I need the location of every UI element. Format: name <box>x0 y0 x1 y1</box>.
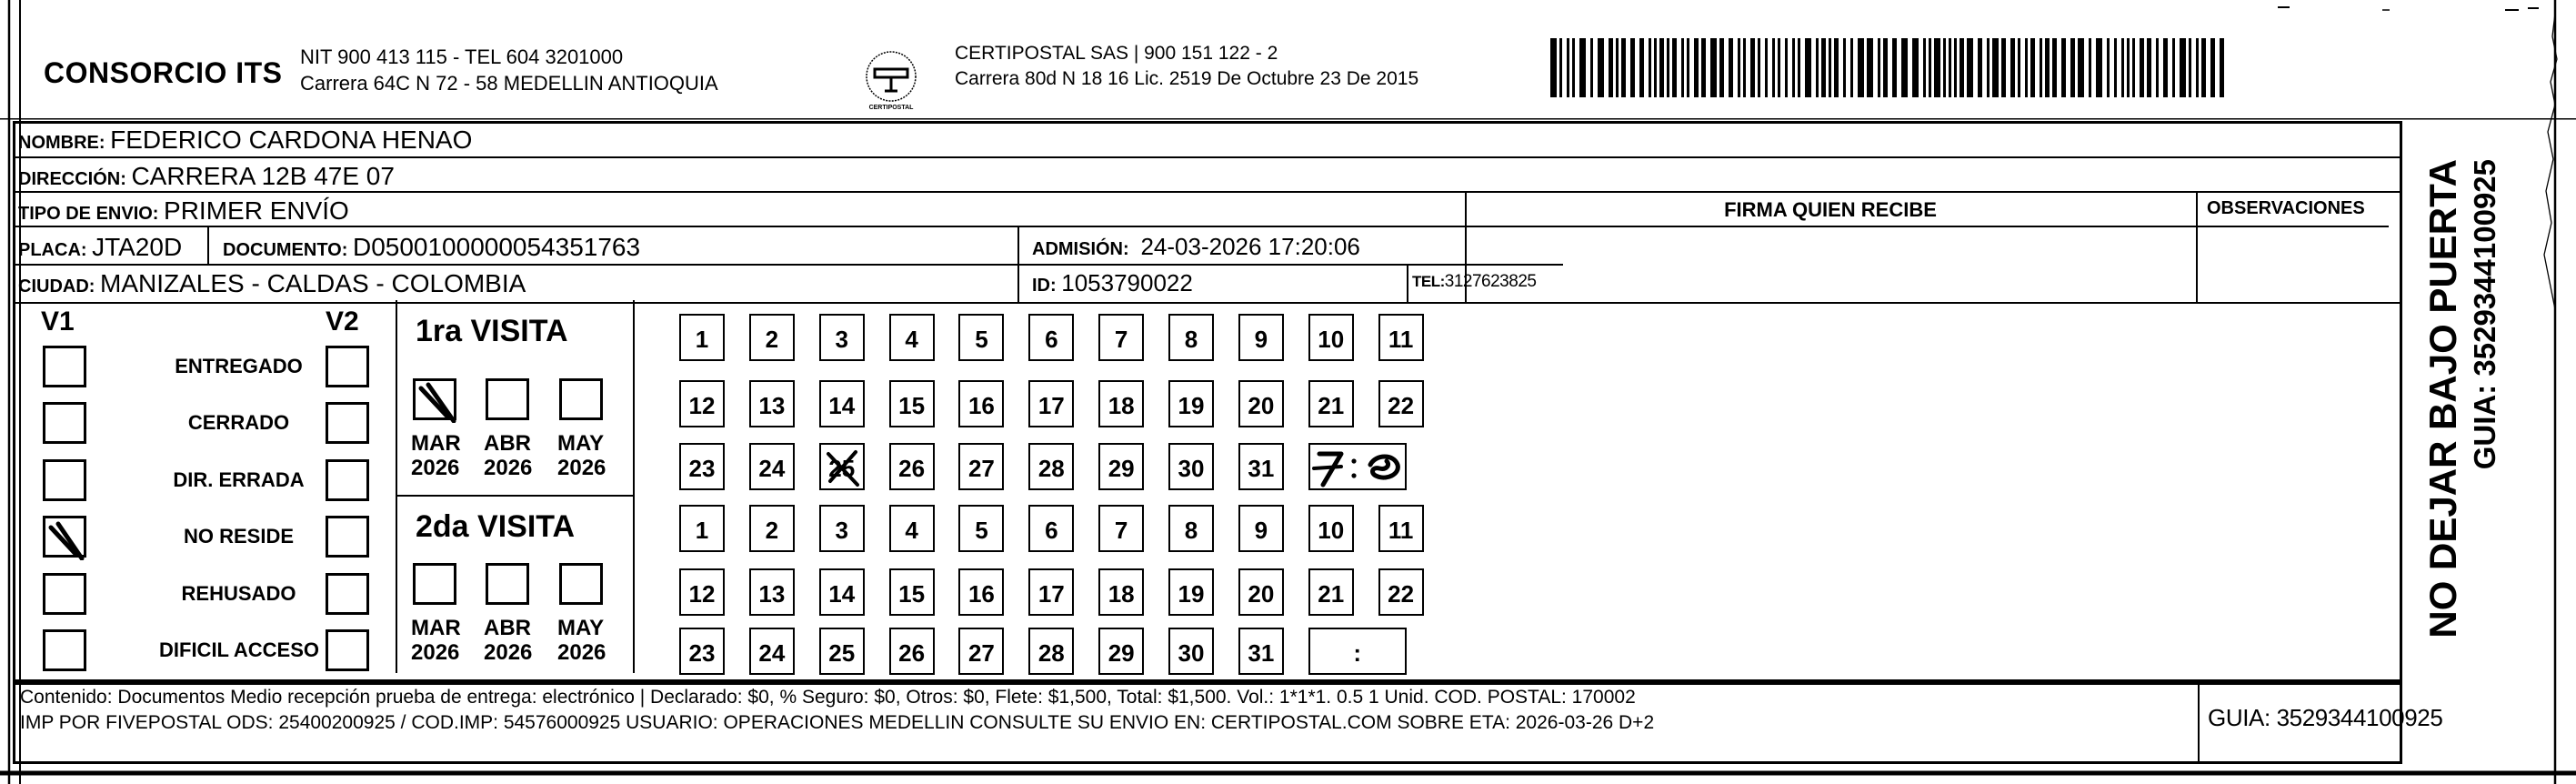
svg-text:CERTIPOSTAL: CERTIPOSTAL <box>869 105 915 111</box>
